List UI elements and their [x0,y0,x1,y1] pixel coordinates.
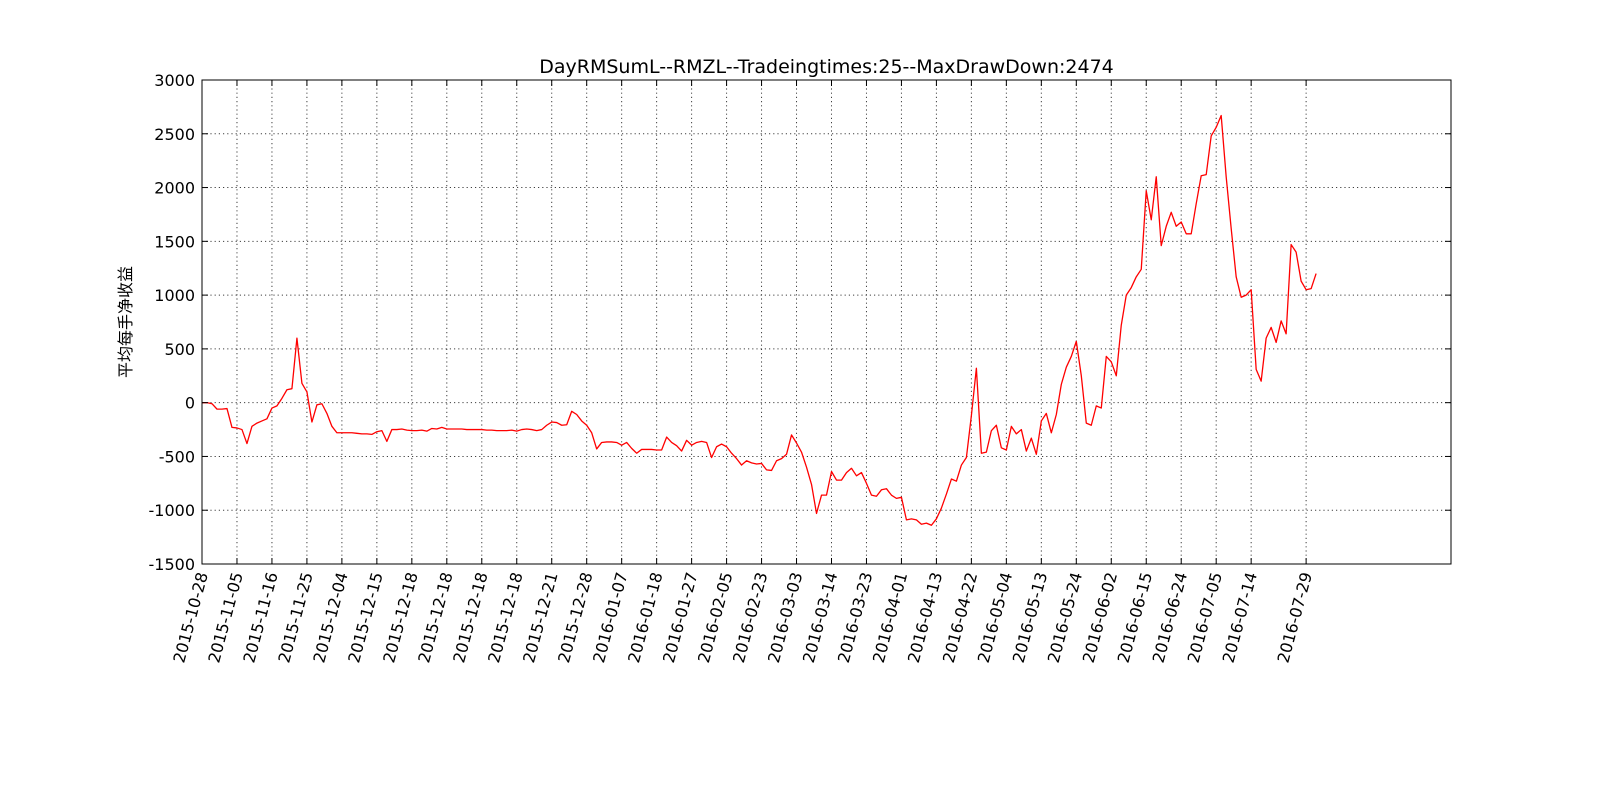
x-tick-label: 2015-10-28 [169,570,211,665]
x-tick-label: 2016-04-22 [939,570,981,665]
x-tick-label: 2016-06-02 [1079,570,1121,665]
x-tick-label: 2016-07-05 [1184,570,1226,665]
y-tick-label: -1000 [149,501,196,520]
chart-title: DayRMSumL--RMZL--Tradeingtimes:25--MaxDr… [539,56,1114,78]
y-tick-label: 2000 [154,179,195,198]
x-tick-label: 2016-04-01 [869,570,911,665]
x-tick-label: 2015-12-21 [519,570,561,665]
x-tick-label: 2016-01-07 [589,570,631,665]
grid-lines [202,80,1451,564]
x-tick-label: 2016-03-14 [799,570,841,665]
x-tick-label: 2016-06-15 [1114,570,1156,665]
x-tick-label: 2015-12-15 [344,570,386,665]
y-tick-label: 1000 [154,286,195,305]
x-tick-label: 2016-01-27 [659,570,701,665]
axis-ticks [201,79,1451,565]
plot-frame [201,79,1452,565]
x-tick-label: 2015-12-04 [309,570,351,665]
x-tick-label: 2016-06-24 [1149,570,1191,665]
x-tick-label: 2015-11-25 [274,570,316,665]
y-tick-label: -500 [159,447,195,466]
y-tick-label: 2500 [154,125,195,144]
x-tick-label: 2015-12-18 [449,570,491,665]
x-tick-label: 2016-05-13 [1009,570,1051,665]
x-tick-label: 2016-03-23 [834,570,876,665]
x-tick-label: 2016-03-03 [764,570,806,665]
x-axis-tick-labels: 2015-10-282015-11-052015-11-162015-11-25… [169,570,1316,665]
y-tick-label: 0 [185,394,195,413]
x-tick-label: 2016-05-24 [1044,570,1086,665]
x-tick-label: 2015-11-16 [239,570,281,665]
x-tick-label: 2015-11-05 [204,570,246,665]
y-tick-label: 3000 [154,71,195,90]
series-layer [202,114,1317,526]
x-tick-label: 2016-07-14 [1219,570,1261,665]
y-axis-label: 平均每手净收益 [116,266,135,378]
y-tick-label: 1500 [154,232,195,251]
x-tick-label: 2016-04-13 [904,570,946,665]
x-tick-label: 2016-02-23 [729,570,771,665]
y-tick-label: -1500 [149,555,196,574]
x-tick-label: 2015-12-18 [484,570,526,665]
y-axis-tick-labels: -1500 -1000 -500 0 500 1000 1500 2000 2500 3000 [149,71,196,574]
x-tick-label: 2015-12-18 [379,570,421,665]
x-tick-label: 2015-12-28 [554,570,596,665]
x-tick-label: 2016-02-05 [694,570,736,665]
x-tick-label: 2015-12-18 [414,570,456,665]
series-line [202,114,1317,526]
x-tick-label: 2016-05-04 [974,570,1016,665]
y-tick-label: 500 [164,340,195,359]
x-tick-label: 2016-07-29 [1274,570,1316,665]
x-tick-label: 2016-01-18 [624,570,666,665]
